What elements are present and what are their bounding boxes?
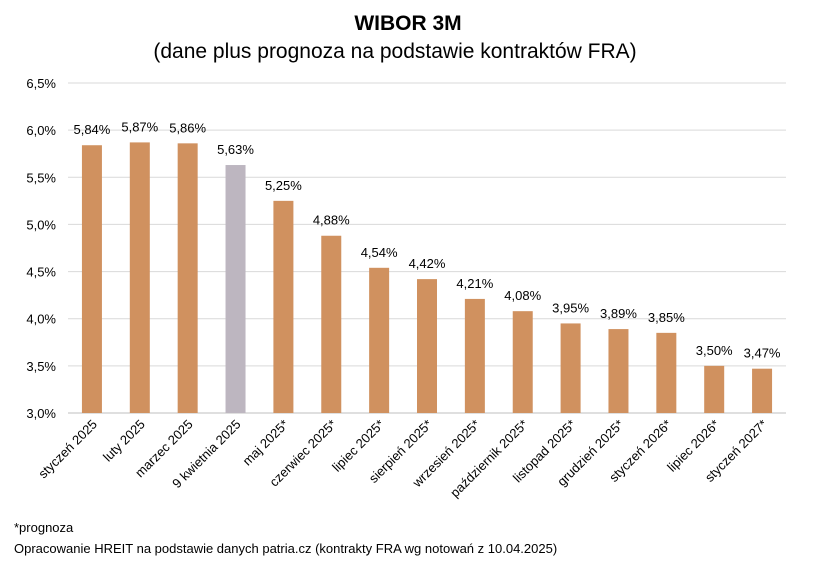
x-tick-label: luty 2025 (100, 417, 148, 465)
footnote-source: Opracowanie HREIT na podstawie danych pa… (14, 541, 558, 556)
data-label: 4,08% (504, 288, 541, 303)
bars (81, 142, 773, 414)
chart-subtitle: (dane plus prognoza na podstawie kontrak… (153, 40, 636, 63)
data-label: 4,88% (313, 213, 350, 228)
bar (752, 368, 773, 413)
y-tick-label: 5,0% (26, 217, 56, 232)
data-label: 3,47% (744, 346, 781, 361)
chart-title: WIBOR 3M (354, 12, 461, 35)
bar (464, 298, 485, 413)
y-tick-label: 6,5% (26, 76, 56, 91)
bar (225, 165, 246, 413)
data-label: 5,86% (169, 120, 206, 135)
data-label: 5,63% (217, 142, 254, 157)
bar (321, 235, 342, 413)
y-tick-label: 3,0% (26, 406, 56, 421)
data-label: 4,54% (361, 245, 398, 260)
y-tick-label: 5,5% (26, 170, 56, 185)
bar (512, 311, 533, 413)
y-tick-label: 4,5% (26, 265, 56, 280)
data-label: 3,95% (552, 300, 589, 315)
data-label: 5,84% (73, 122, 110, 137)
data-labels: 5,84% 5,87% 5,86% 5,63% 5,25% 4,88% 4,54% 4,42%… (73, 119, 780, 360)
data-label: 5,87% (121, 119, 158, 134)
data-label: 5,25% (265, 178, 302, 193)
bar (129, 142, 150, 413)
x-tick-label: styczeń 2025 (35, 417, 100, 482)
data-label: 4,42% (409, 256, 446, 271)
y-axis-ticks: 3,0% 3,5% 4,0% 4,5% 5,0% 5,5% 6,0% 6,5% (26, 76, 56, 421)
bar (704, 365, 725, 413)
bar (81, 145, 102, 413)
bar (369, 267, 390, 413)
bar (417, 279, 437, 413)
bar (273, 200, 294, 413)
y-tick-label: 3,5% (26, 359, 56, 374)
bar (560, 323, 581, 413)
bar (656, 332, 677, 413)
footnote-forecast: *prognoza (14, 520, 74, 535)
data-label: 3,50% (696, 343, 733, 358)
y-tick-label: 6,0% (26, 123, 56, 138)
data-label: 3,89% (600, 306, 637, 321)
bar (177, 143, 198, 414)
bar (608, 329, 629, 413)
data-label: 4,21% (456, 276, 493, 291)
data-label: 3,85% (648, 310, 685, 325)
y-tick-label: 4,0% (26, 312, 56, 327)
